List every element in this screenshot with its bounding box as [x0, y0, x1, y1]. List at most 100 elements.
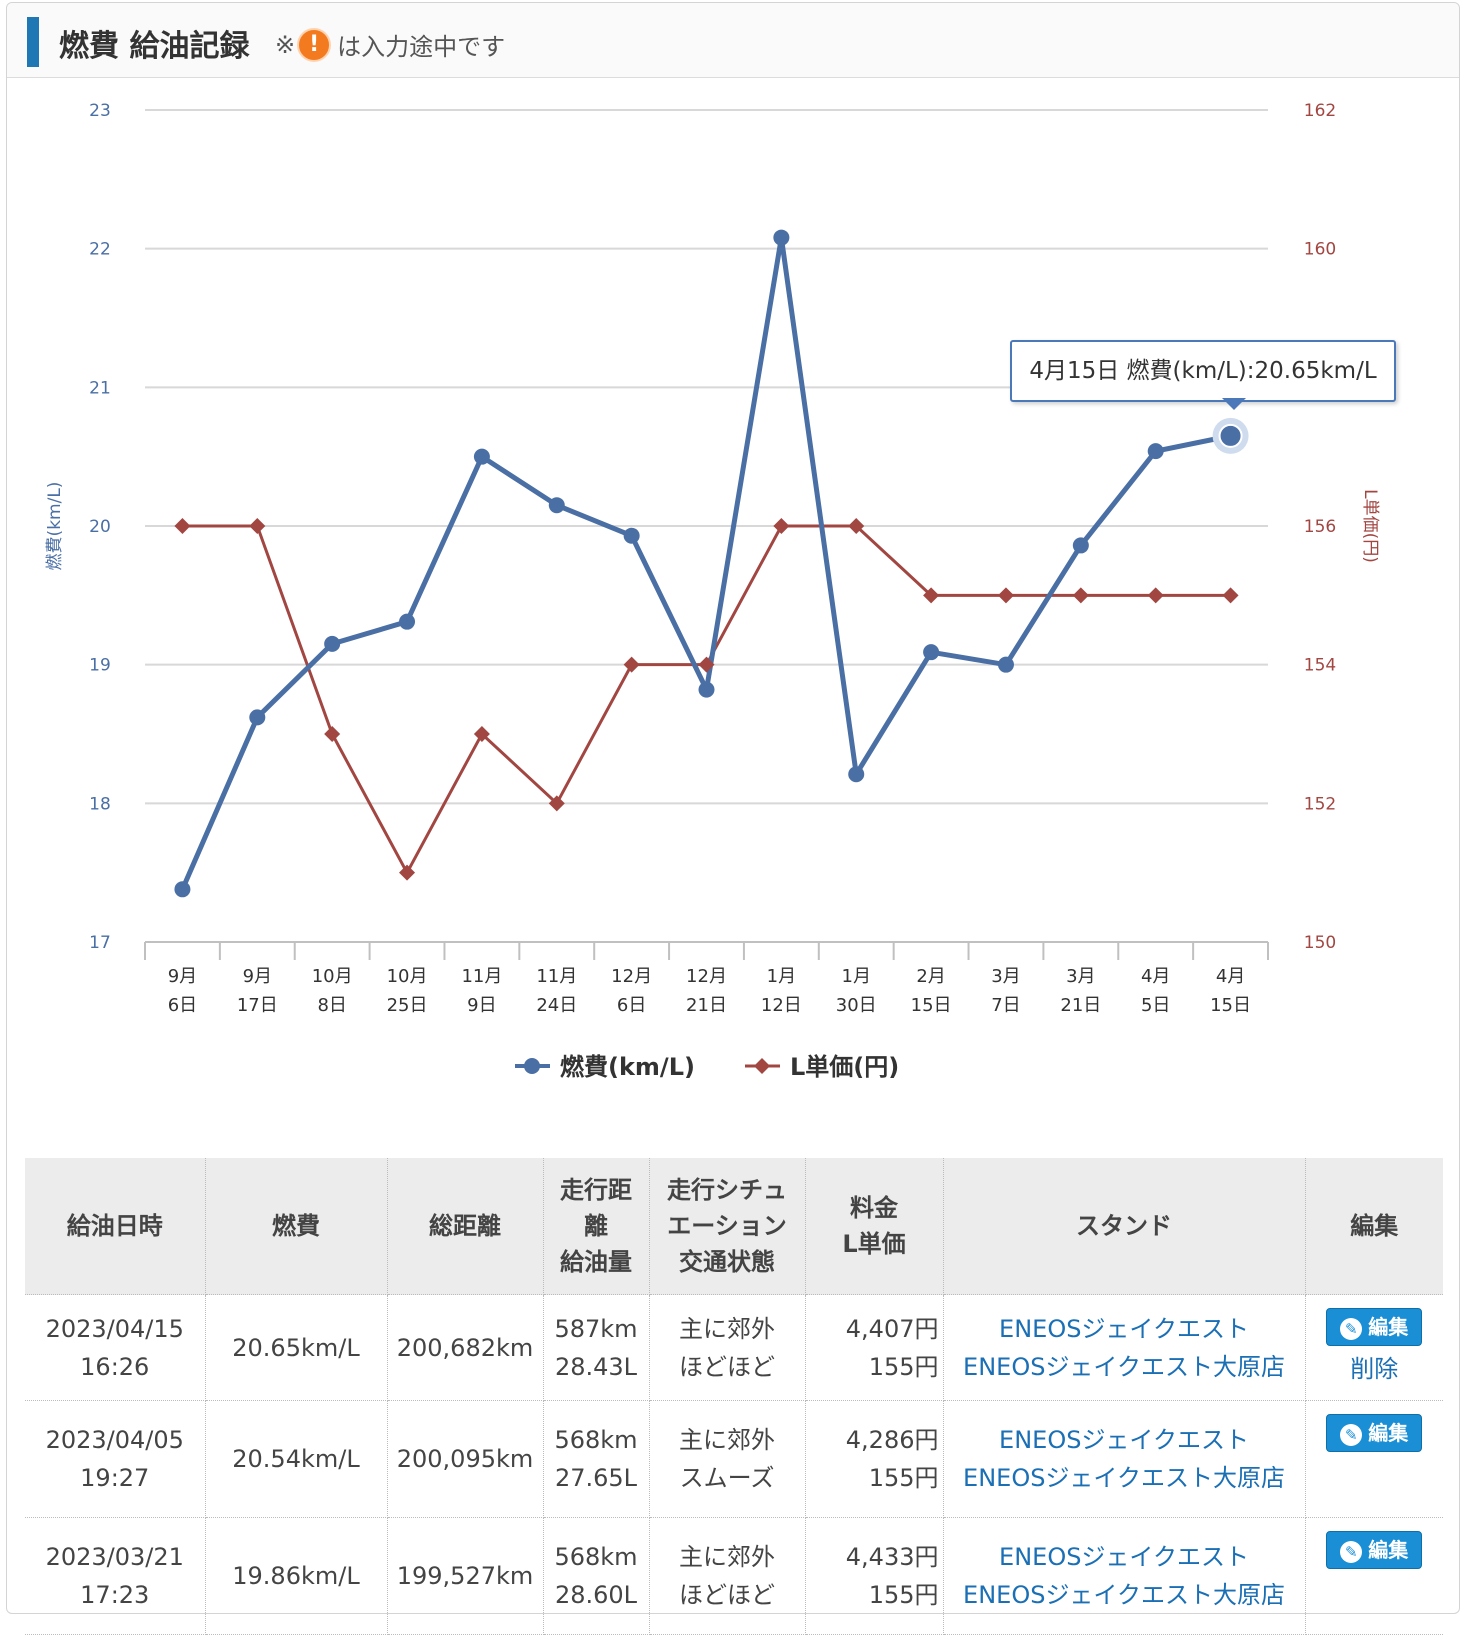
header-distance[interactable]: 走行距離給油量 [543, 1158, 650, 1295]
x-tick-label: 9月 [243, 966, 272, 987]
fuel-point [698, 681, 715, 698]
cell-cost: 4,433円 155円 [805, 1517, 944, 1635]
y-tick-label-left: 23 [89, 101, 111, 121]
cell-cost: 4,286円 155円 [805, 1400, 944, 1518]
fuel-point [773, 229, 790, 246]
x-tick-label: 5日 [1141, 995, 1170, 1016]
fuel-point [399, 613, 416, 630]
price-point [1072, 587, 1089, 604]
edit-button[interactable]: ✎ 編集 [1326, 1308, 1423, 1346]
x-tick-label: 6日 [617, 995, 646, 1016]
fuel-point [548, 497, 565, 514]
price-point [1147, 587, 1164, 604]
x-tick-label: 8日 [317, 995, 346, 1016]
price-point [623, 656, 640, 673]
table-row: 2023/04/15 16:26 20.65km/L 200,682km 587k… [25, 1294, 1443, 1401]
x-tick-label: 25日 [387, 995, 428, 1016]
price-point [249, 518, 266, 534]
x-tick-label: 15日 [911, 995, 952, 1016]
cell-distance: 568km 27.65L [543, 1400, 650, 1518]
fuel-point-highlighted [1218, 423, 1243, 448]
stand-branch-link[interactable]: ENEOSジェイクエスト大原店 [963, 1352, 1285, 1381]
table-header-row: 給油日時 燃費 総距離 走行距離給油量 走行シチュ エーション 交通状態 料金 L単価… [25, 1158, 1443, 1295]
x-tick-label: 7日 [991, 995, 1020, 1016]
warning-icon: ! [297, 27, 332, 62]
fuel-point [324, 635, 341, 652]
cell-situation: 主に郊外 ほどほど [649, 1294, 806, 1401]
x-tick-label: 10月 [387, 966, 428, 987]
edit-button[interactable]: ✎ 編集 [1326, 1531, 1423, 1569]
y-axis-title-left: 燃費(km/L) [45, 482, 65, 571]
header-situation[interactable]: 走行シチュ エーション 交通状態 [649, 1158, 806, 1295]
x-tick-label: 24日 [536, 995, 577, 1016]
pencil-icon: ✎ [1340, 1540, 1363, 1563]
pencil-icon: ✎ [1340, 1423, 1363, 1446]
price-point [923, 587, 940, 604]
cell-distance: 587km 28.43L [543, 1294, 650, 1401]
header-stand[interactable]: スタンド [943, 1158, 1306, 1295]
price-point [997, 587, 1014, 604]
x-tick-label: 4月 [1216, 966, 1245, 987]
cell-total: 200,095km [387, 1400, 544, 1518]
header-edit: 編集 [1305, 1158, 1443, 1295]
y-tick-label-right: 152 [1304, 794, 1336, 814]
header-note: ※ ! は入力途中です [275, 27, 505, 62]
x-tick-label: 1月 [767, 966, 796, 987]
cell-datetime: 2023/04/15 16:26 [25, 1294, 206, 1401]
fuel-point [1072, 537, 1089, 554]
table-row: 2023/04/05 19:27 20.54km/L 200,095km 568k… [25, 1400, 1443, 1518]
cell-stand: ENEOSジェイクエスト ENEOSジェイクエスト大原店 [943, 1400, 1306, 1518]
price-point [548, 795, 565, 812]
cell-fuel: 20.65km/L [205, 1294, 388, 1401]
cell-fuel: 20.54km/L [205, 1400, 388, 1518]
header-accent-bar [27, 17, 39, 67]
header-date[interactable]: 給油日時 [25, 1158, 206, 1295]
stand-branch-link[interactable]: ENEOSジェイクエスト大原店 [963, 1464, 1285, 1492]
price-point [324, 726, 341, 742]
cell-total: 200,682km [387, 1294, 544, 1401]
stand-link[interactable]: ENEOSジェイクエスト [999, 1426, 1249, 1454]
x-tick-label: 12月 [611, 966, 652, 987]
x-tick-label: 10月 [312, 966, 353, 987]
cell-situation: 主に郊外 ほどほど [649, 1517, 806, 1635]
y-tick-label-right: 150 [1304, 933, 1336, 953]
y-axis-title-right: L単価(円) [1360, 489, 1380, 563]
stand-branch-link[interactable]: ENEOSジェイクエスト大原店 [963, 1581, 1285, 1609]
fuel-chart: 17181920212223150152154156158160162燃費(km… [45, 101, 1380, 1081]
cell-datetime: 2023/03/21 17:23 [25, 1517, 206, 1635]
legend-price-label: L単価(円) [790, 1053, 899, 1081]
fuel-records-table: 給油日時 燃費 総距離 走行距離給油量 走行シチュ エーション 交通状態 料金 L単価… [25, 1158, 1443, 1635]
price-point [698, 656, 715, 673]
y-tick-label-left: 22 [89, 240, 111, 260]
series-line-price [182, 524, 1231, 876]
cell-datetime: 2023/04/05 19:27 [25, 1400, 206, 1518]
cell-edit: ✎ 編集 [1305, 1400, 1443, 1518]
stand-link[interactable]: ENEOSジェイクエスト [999, 1314, 1249, 1343]
y-tick-label-right: 154 [1304, 656, 1336, 676]
header-fuel[interactable]: 燃費 [205, 1158, 388, 1295]
x-tick-label: 3月 [1066, 966, 1095, 987]
header-total[interactable]: 総距離 [387, 1158, 544, 1295]
x-tick-label: 4月 [1141, 966, 1170, 987]
pencil-icon: ✎ [1340, 1317, 1363, 1340]
legend-price-marker [754, 1058, 770, 1074]
x-tick-label: 6日 [168, 995, 197, 1016]
cell-situation: 主に郊外 スムーズ [649, 1400, 806, 1518]
cell-fuel: 19.86km/L [205, 1517, 388, 1635]
x-tick-label: 11月 [461, 966, 502, 987]
x-tick-label: 9日 [467, 995, 496, 1016]
stand-link[interactable]: ENEOSジェイクエスト [999, 1543, 1249, 1571]
cell-cost: 4,407円 155円 [805, 1294, 944, 1401]
fuel-point [249, 709, 266, 726]
y-tick-label-right: 162 [1304, 101, 1336, 121]
note-prefix: ※ [275, 30, 296, 59]
page-title: 燃費 給油記録 [59, 29, 250, 64]
delete-link[interactable]: 削除 [1350, 1355, 1399, 1383]
price-point [399, 864, 416, 881]
header-cost[interactable]: 料金 L単価 [805, 1158, 944, 1295]
edit-button[interactable]: ✎ 編集 [1326, 1414, 1423, 1452]
legend-fuel-marker [524, 1058, 540, 1074]
price-point [848, 518, 865, 534]
price-point [773, 518, 790, 534]
fuel-point [923, 644, 940, 661]
